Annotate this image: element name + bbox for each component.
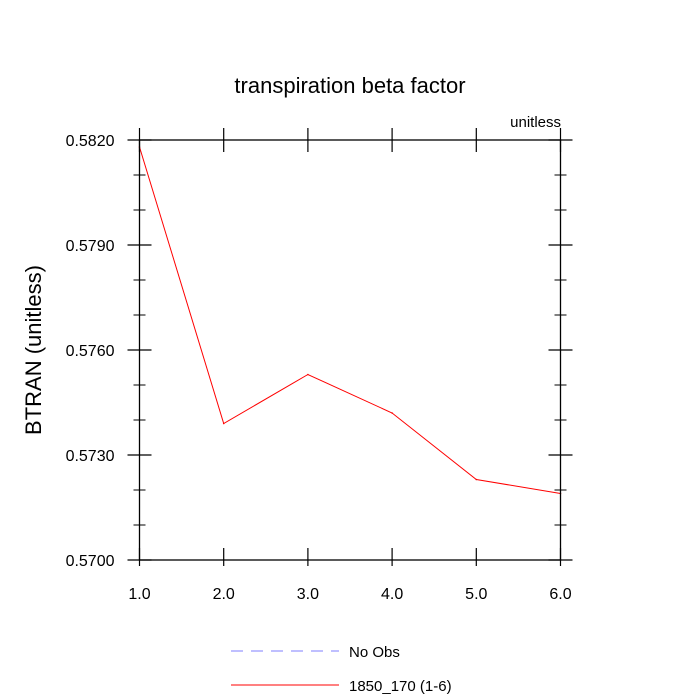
- axis-ticks: [127, 128, 573, 566]
- legend-label: 1850_170 (1-6): [349, 678, 452, 695]
- tick-labels: 1.0 2.0 3.0 4.0 5.0 6.0 0.5700 0.5730 0.5760 0.57…: [66, 133, 572, 603]
- chart-title: transpiration beta factor: [234, 73, 465, 98]
- y-tick-label: 0.5700: [66, 553, 115, 570]
- x-tick-label: 6.0: [549, 586, 571, 603]
- y-tick-label: 0.5760: [66, 343, 115, 360]
- data-point: [475, 478, 478, 481]
- y-axis-label: BTRAN (unitless): [21, 265, 46, 435]
- x-tick-label: 2.0: [213, 586, 235, 603]
- x-tick-label: 3.0: [297, 586, 319, 603]
- y-tick-label: 0.5730: [66, 448, 115, 465]
- legend: No Obs 1850_170 (1-6): [231, 644, 452, 695]
- chart-subtitle: unitless: [510, 114, 561, 131]
- data-point: [222, 422, 225, 425]
- y-tick-label: 0.5790: [66, 238, 115, 255]
- data-point: [391, 412, 393, 414]
- plot-frame: [138, 139, 562, 561]
- plot-area: [138, 146, 562, 495]
- x-tick-label: 5.0: [465, 586, 487, 603]
- series-line: [139, 146, 561, 494]
- data-point: [307, 373, 309, 376]
- legend-label: No Obs: [349, 644, 400, 661]
- x-tick-label: 4.0: [381, 586, 403, 603]
- y-tick-label: 0.5820: [66, 133, 115, 150]
- x-tick-label: 1.0: [128, 586, 150, 603]
